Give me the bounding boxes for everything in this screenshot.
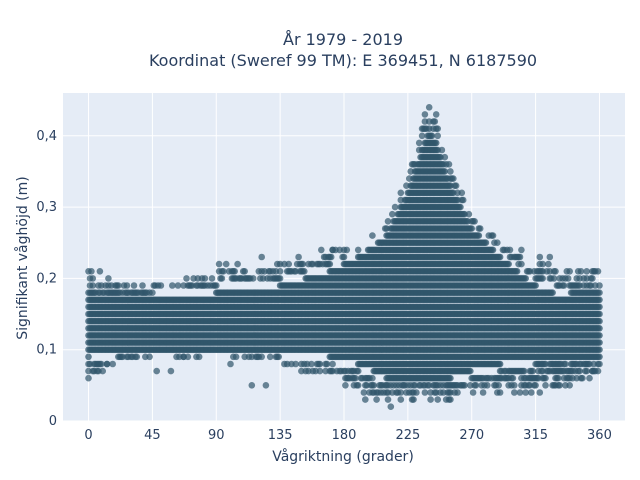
data-point [496,360,504,368]
chart-title-line2: Koordinat (Sweref 99 TM): E 369451, N 61… [149,51,537,70]
data-point [522,275,529,282]
data-point [447,374,454,382]
data-point [149,289,156,297]
data-point [157,282,165,289]
chart-title-line1: År 1979 - 2019 [283,30,403,49]
data-point [513,268,521,275]
data-point [428,132,436,140]
data-point [218,275,226,282]
data-point [596,317,603,325]
data-point [596,346,603,354]
data-point [467,367,474,375]
data-point [139,282,146,289]
data-point [457,203,464,211]
data-point [183,275,190,282]
data-points [85,104,603,411]
data-point [496,253,504,261]
data-point [549,289,556,297]
data-point [208,275,216,282]
data-point [505,260,512,268]
data-point [596,339,603,346]
data-point [432,139,440,147]
data-point [133,353,141,361]
data-point [532,282,539,289]
data-point [596,310,603,318]
data-point [596,303,603,311]
data-point [89,282,97,289]
data-point [109,360,116,368]
data-point [130,282,138,289]
data-point [105,275,112,282]
data-point [482,239,490,246]
data-point [123,282,131,289]
data-point [213,282,220,289]
data-point [98,360,105,368]
data-point [475,232,483,239]
data-point [201,275,209,282]
data-point [596,325,603,332]
data-point [596,332,603,339]
data-point [89,275,97,282]
data-point [596,296,603,304]
data-point [169,282,176,289]
data-point [115,282,122,289]
data-point [596,353,603,361]
data-point [85,353,92,361]
data-point [195,353,203,361]
data-point [468,225,476,232]
data-point [489,246,497,254]
